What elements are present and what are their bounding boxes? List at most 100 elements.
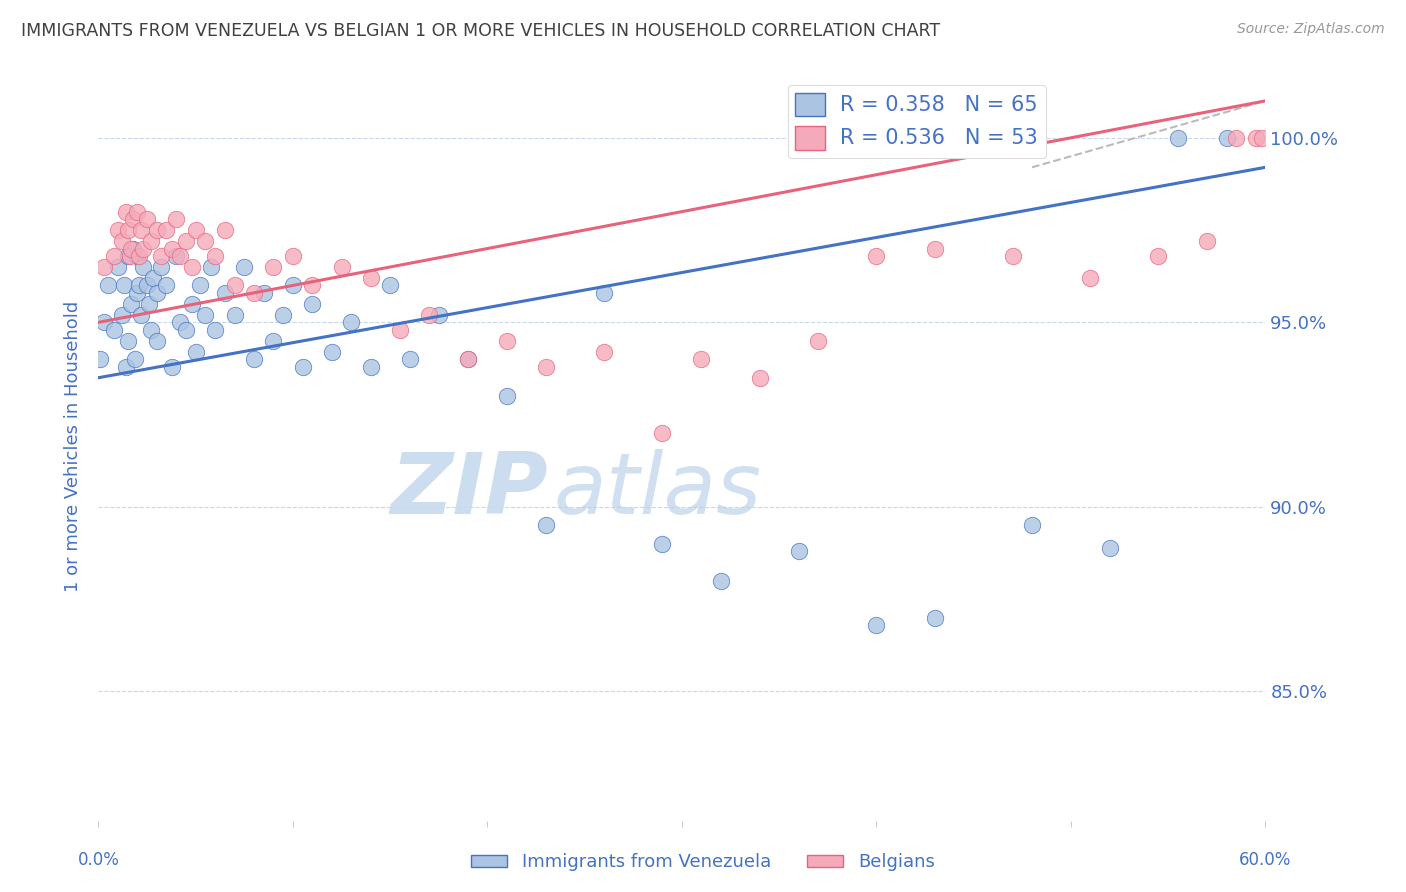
- Point: [146, 223, 169, 237]
- Point: [169, 315, 191, 329]
- Point: [118, 249, 141, 263]
- Point: [114, 359, 136, 374]
- Point: [593, 344, 616, 359]
- Point: [142, 271, 165, 285]
- Legend: R = 0.358   N = 65, R = 0.536   N = 53: R = 0.358 N = 65, R = 0.536 N = 53: [787, 85, 1046, 158]
- Point: [155, 223, 177, 237]
- Point: [340, 315, 363, 329]
- Point: [129, 223, 152, 237]
- Point: [233, 260, 256, 274]
- Point: [111, 234, 134, 248]
- Point: [690, 352, 713, 367]
- Point: [534, 518, 557, 533]
- Text: atlas: atlas: [554, 450, 762, 533]
- Point: [174, 323, 197, 337]
- Point: [262, 260, 284, 274]
- Point: [129, 308, 152, 322]
- Point: [127, 249, 149, 263]
- Point: [924, 610, 946, 624]
- Point: [1021, 518, 1043, 533]
- Point: [281, 278, 304, 293]
- Point: [1225, 130, 1247, 145]
- Point: [188, 278, 211, 293]
- Point: [1244, 130, 1267, 145]
- Point: [122, 242, 145, 256]
- Point: [180, 297, 202, 311]
- Point: [1195, 234, 1218, 248]
- Point: [651, 537, 673, 551]
- Point: [301, 278, 323, 293]
- Point: [271, 308, 294, 322]
- Point: [165, 212, 187, 227]
- Point: [710, 574, 733, 588]
- Point: [174, 234, 197, 248]
- Point: [107, 260, 129, 274]
- Point: [89, 352, 111, 367]
- Point: [162, 359, 184, 374]
- Point: [865, 618, 887, 632]
- Point: [651, 426, 673, 441]
- Y-axis label: 1 or more Vehicles in Household: 1 or more Vehicles in Household: [65, 301, 83, 591]
- Point: [360, 359, 382, 374]
- Point: [93, 260, 115, 274]
- Point: [103, 323, 125, 337]
- Point: [184, 223, 207, 237]
- Point: [169, 249, 191, 263]
- Point: [93, 315, 115, 329]
- Point: [127, 285, 149, 300]
- Point: [281, 249, 304, 263]
- Point: [128, 278, 150, 293]
- Point: [427, 308, 450, 322]
- Point: [807, 334, 830, 348]
- Point: [380, 278, 402, 293]
- Point: [398, 352, 420, 367]
- Point: [103, 249, 125, 263]
- Point: [388, 323, 411, 337]
- Point: [787, 544, 810, 558]
- Point: [291, 359, 314, 374]
- Point: [1167, 130, 1189, 145]
- Point: [165, 249, 187, 263]
- Point: [138, 297, 160, 311]
- Point: [111, 308, 134, 322]
- Point: [121, 242, 143, 256]
- Point: [136, 212, 159, 227]
- Point: [457, 352, 479, 367]
- Point: [184, 344, 207, 359]
- Text: 0.0%: 0.0%: [77, 851, 120, 869]
- Point: [124, 352, 146, 367]
- Point: [1098, 541, 1121, 555]
- Point: [122, 212, 145, 227]
- Point: [112, 278, 135, 293]
- Point: [149, 260, 172, 274]
- Point: [162, 242, 184, 256]
- Point: [243, 352, 266, 367]
- Text: 60.0%: 60.0%: [1239, 851, 1292, 869]
- Point: [301, 297, 323, 311]
- Point: [224, 308, 246, 322]
- Point: [149, 249, 172, 263]
- Point: [97, 278, 120, 293]
- Point: [146, 285, 169, 300]
- Point: [321, 344, 343, 359]
- Point: [146, 334, 169, 348]
- Point: [117, 249, 139, 263]
- Point: [593, 285, 616, 300]
- Text: IMMIGRANTS FROM VENEZUELA VS BELGIAN 1 OR MORE VEHICLES IN HOUSEHOLD CORRELATION: IMMIGRANTS FROM VENEZUELA VS BELGIAN 1 O…: [21, 22, 941, 40]
- Point: [214, 223, 236, 237]
- Point: [496, 389, 519, 403]
- Point: [200, 260, 222, 274]
- Point: [748, 370, 770, 384]
- Point: [132, 260, 155, 274]
- Point: [330, 260, 353, 274]
- Point: [117, 223, 139, 237]
- Point: [204, 249, 226, 263]
- Point: [243, 285, 266, 300]
- Point: [139, 234, 162, 248]
- Point: [224, 278, 246, 293]
- Point: [534, 359, 557, 374]
- Point: [262, 334, 284, 348]
- Point: [1147, 249, 1170, 263]
- Point: [180, 260, 202, 274]
- Text: Source: ZipAtlas.com: Source: ZipAtlas.com: [1237, 22, 1385, 37]
